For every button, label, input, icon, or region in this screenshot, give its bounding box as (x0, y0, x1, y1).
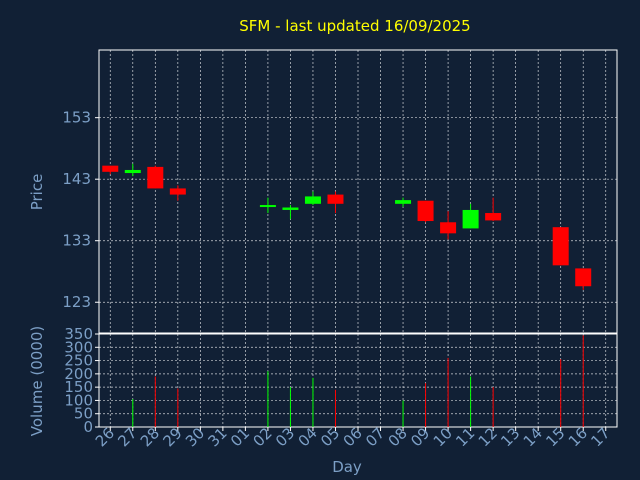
candle-body (417, 200, 434, 222)
candle-body (147, 166, 164, 189)
candle-body (552, 227, 569, 266)
candle-body (440, 222, 457, 234)
price-tick-label: 143 (62, 170, 91, 188)
volume-tick-label: 150 (64, 378, 93, 396)
price-panel: 153 143 133 123 (62, 49, 618, 334)
x-axis: 2627282930310102030405060708091011121314… (92, 424, 614, 450)
candle-body (485, 213, 502, 221)
candle-body (124, 169, 141, 174)
volume-tick-label: 200 (64, 365, 93, 383)
candle-body (327, 194, 344, 204)
candle-body (575, 268, 592, 287)
volume-tick-label: 350 (64, 325, 93, 343)
candle-body (395, 200, 412, 204)
price-tick-label: 123 (62, 293, 91, 311)
volume-tick-label: 100 (64, 391, 93, 409)
volume-tick-label: 50 (74, 405, 93, 423)
price-tick-label: 153 (62, 109, 91, 127)
candle-body (259, 205, 276, 208)
y-axis-label: Price (28, 174, 46, 211)
candle-body (304, 196, 321, 204)
volume-tick-label: 250 (64, 352, 93, 370)
candle-body (282, 207, 299, 210)
volume-axis-label: Volume (0000) (28, 326, 46, 436)
candle-body (462, 209, 479, 229)
x-axis-label: Day (332, 458, 362, 476)
chart-title: SFM - last updated 16/09/2025 (239, 17, 470, 35)
price-tick-label: 133 (62, 232, 91, 250)
candle-body (169, 188, 186, 195)
volume-tick-label: 0 (83, 418, 93, 436)
volume-tick-label: 300 (64, 338, 93, 356)
candle-body (102, 165, 119, 172)
